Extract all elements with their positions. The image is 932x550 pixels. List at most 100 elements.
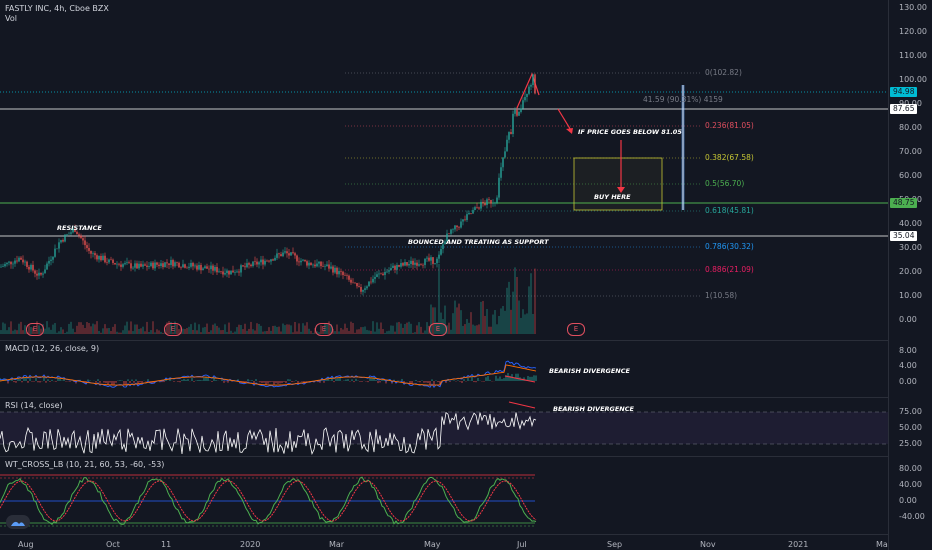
rsi-chart[interactable] [0,398,888,456]
candle-body [194,265,196,267]
candle-body [124,263,126,265]
volume-bar [296,331,298,334]
volume-bar [250,321,252,334]
candle-body [412,260,414,265]
macd-hist-bar [275,381,277,384]
volume-label: Vol [5,14,17,23]
price-chart[interactable] [0,0,888,340]
volume-bar [258,323,260,334]
candle-body [278,253,280,255]
candle-body [8,261,10,263]
candle-body [372,278,374,283]
macd-hist-bar [481,381,483,382]
candle-body [22,259,24,263]
macd-hist-bar [191,377,193,381]
macd-hist-bar [181,379,183,381]
volume-bar [80,322,82,334]
candle-body [310,262,312,266]
earnings-badge-3[interactable]: E [315,323,333,336]
candle-body [174,262,176,267]
macd-hist-bar [385,381,387,384]
macd-hist-bar [475,381,477,383]
price-pane[interactable]: FASTLY INC, 4h, Cboe BZX Vol 0(102.82) 4… [0,0,888,340]
rsi-tick: 25.00 [899,439,922,448]
candle-body [76,231,78,235]
candle-body [380,273,382,275]
price-tick: 100.00 [899,75,927,84]
macd-hist-bar [317,381,319,383]
earnings-badge-4[interactable]: E [429,323,447,336]
time-tick: 11 [161,540,172,549]
macd-hist-bar [425,381,427,383]
volume-bar [150,330,152,334]
pane-separator[interactable] [0,534,888,535]
tradingview-logo-icon[interactable] [6,515,30,529]
candle-body [134,263,136,268]
price-tick: 130.00 [899,3,927,12]
candle-body [102,255,104,261]
wt-chart[interactable] [0,457,888,534]
volume-bar [122,330,124,334]
volume-bar [302,323,304,334]
candle-body [110,259,112,261]
wt-pane[interactable]: WT_CROSS_LB (10, 21, 60, 53, -60, -53) [0,457,888,534]
volume-bar [388,330,390,334]
macd-hist-bar [495,375,497,381]
time-axis[interactable]: Aug Oct 11 2020 Mar May Jul Sep Nov 2021… [0,535,888,550]
rsi-pane[interactable]: RSI (14, close) BEARISH DIVERGENCE [0,398,888,456]
candle-body [268,260,270,262]
candle-body [502,157,504,168]
volume-bar [232,332,234,334]
volume-bar [70,321,72,334]
macd-hist-bar [279,381,281,384]
macd-hist-bar [535,375,537,381]
candle-body [384,271,386,275]
candle-body [488,199,490,201]
candle-body [166,262,168,264]
candle-body [16,260,18,262]
volume-bar [496,324,498,334]
macd-hist-bar [361,381,363,382]
macd-hist-bar [7,381,9,384]
candle-body [84,240,86,246]
macd-hist-bar [283,381,285,382]
pane-separator[interactable] [0,397,888,398]
macd-hist-bar [337,378,339,381]
earnings-badge-1[interactable]: E [26,323,44,336]
candle-body [10,261,12,265]
macd-hist-bar [231,381,233,382]
macd-hist-bar [87,379,89,381]
candle-body [334,267,336,273]
volume-bar [100,332,102,334]
earnings-badge-2[interactable]: E [164,323,182,336]
macd-pane[interactable]: MACD (12, 26, close, 9) BEARISH DIVERGEN… [0,341,888,397]
candle-body [32,264,34,271]
pane-separator[interactable] [0,456,888,457]
macd-hist-bar [383,380,385,381]
macd-hist-bar [201,380,203,381]
candle-body [332,266,334,273]
macd-chart[interactable] [0,341,888,397]
volume-bar [276,326,278,334]
earnings-badge-5[interactable]: E [567,323,585,336]
pane-separator[interactable] [0,340,888,341]
volume-bar [368,330,370,334]
candle-body [368,281,370,287]
price-candles [0,73,536,296]
volume-bar [210,330,212,334]
volume-bar [476,325,478,334]
candle-body [2,266,4,267]
price-axis[interactable]: 130.00 120.00 110.00 100.00 90.00 80.00 … [888,0,932,550]
volume-bar [518,300,520,334]
volume-bar [16,330,18,334]
price-tick: 90.00 [899,99,922,108]
volume-bar [132,331,134,334]
candle-body [40,272,42,275]
macd-hist-bar [223,381,225,383]
macd-hist-bar [489,379,491,381]
candle-body [132,267,134,269]
candle-body [282,252,284,257]
volume-bar [78,322,80,334]
candle-body [290,252,292,256]
candle-body [376,274,378,277]
